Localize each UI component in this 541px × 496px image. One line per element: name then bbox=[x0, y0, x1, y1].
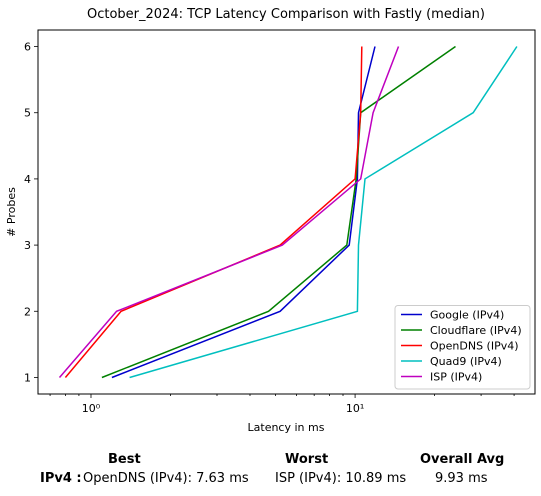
chart: October_2024: TCP Latency Comparison wit… bbox=[5, 7, 536, 434]
legend-entry-3: Quad9 (IPv4) bbox=[430, 355, 502, 368]
series-line-2 bbox=[64, 46, 363, 378]
y-tick-label-2: 3 bbox=[24, 239, 31, 252]
series-line-3 bbox=[129, 46, 518, 379]
series-line-4 bbox=[58, 46, 400, 378]
avg-value: 9.93 ms bbox=[435, 471, 488, 486]
legend-entry-1: Cloudflare (IPv4) bbox=[430, 324, 522, 337]
x-tick-label-0: 10⁰ bbox=[82, 402, 101, 415]
avg-header: Overall Avg bbox=[420, 452, 505, 467]
y-tick-label-4: 5 bbox=[24, 107, 31, 120]
x-tick-label-1: 10¹ bbox=[346, 402, 364, 415]
x-axis: 10⁰ 10¹ bbox=[49, 394, 515, 415]
best-header: Best bbox=[108, 452, 141, 467]
best-value: OpenDNS (IPv4): 7.63 ms bbox=[83, 471, 249, 486]
chart-title: October_2024: TCP Latency Comparison wit… bbox=[87, 7, 485, 22]
worst-value: ISP (IPv4): 10.89 ms bbox=[275, 471, 407, 486]
worst-header: Worst bbox=[285, 452, 329, 467]
x-axis-label: Latency in ms bbox=[248, 421, 325, 434]
y-tick-label-3: 4 bbox=[24, 173, 31, 186]
series-line-1 bbox=[101, 45, 456, 379]
legend-entry-2: OpenDNS (IPv4) bbox=[430, 340, 519, 353]
legend: Google (IPv4) Cloudflare (IPv4) OpenDNS (I… bbox=[394, 305, 531, 390]
summary-table: Best Worst Overall Avg IPv4 : OpenDNS (I… bbox=[0, 448, 541, 496]
y-tick-label-5: 6 bbox=[24, 41, 31, 54]
plot-frame bbox=[37, 29, 536, 395]
plot-area bbox=[58, 45, 518, 379]
legend-entry-4: ISP (IPv4) bbox=[430, 371, 482, 384]
y-axis: 1 2 3 4 5 6 bbox=[24, 41, 38, 384]
legend-box bbox=[394, 305, 531, 390]
y-tick-label-0: 1 bbox=[24, 371, 31, 384]
series-line-0 bbox=[111, 46, 376, 379]
row-label: IPv4 : bbox=[40, 471, 82, 486]
y-axis-label: # Probes bbox=[5, 187, 18, 237]
legend-entry-0: Google (IPv4) bbox=[430, 309, 504, 322]
y-tick-label-1: 2 bbox=[24, 305, 31, 318]
